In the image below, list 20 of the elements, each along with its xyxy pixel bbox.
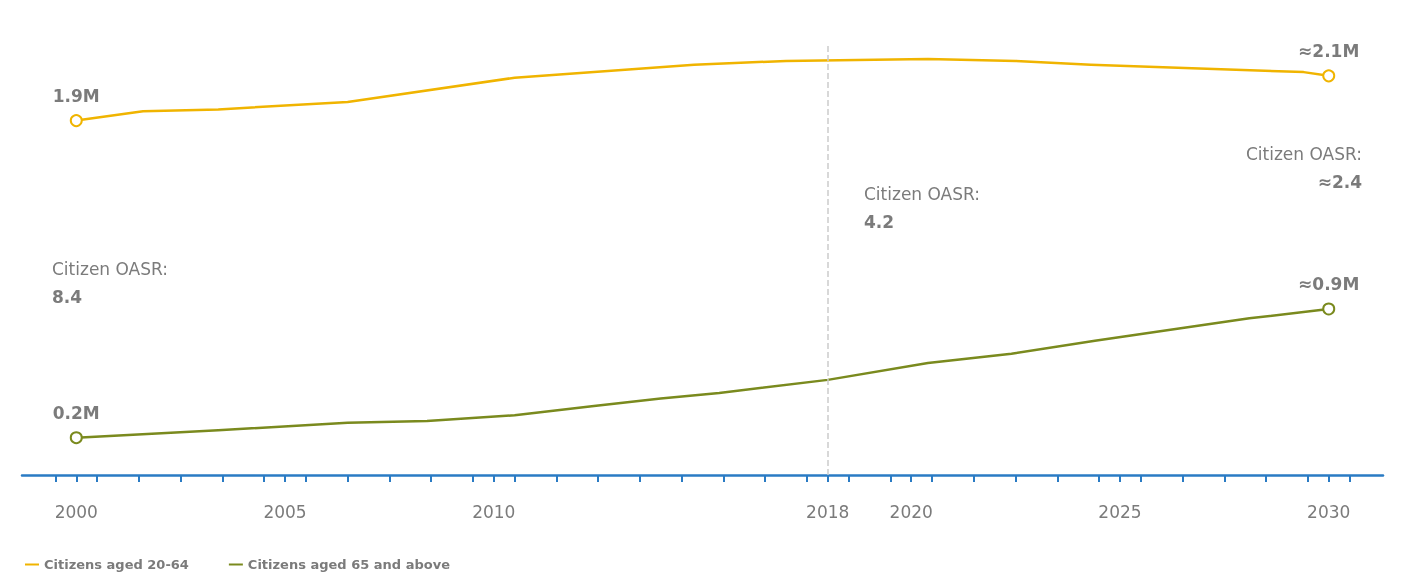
x-tick-label: 2010 [472, 501, 516, 522]
point [69, 431, 83, 445]
x-tick-label: 2005 [263, 501, 307, 522]
annotation: Citizen OASR: ≈2.4 [1245, 144, 1363, 192]
data-label: 1.9M [52, 85, 100, 106]
x-tick-label: 2000 [54, 501, 98, 522]
x-tick-label: 2020 [889, 501, 933, 522]
x-tick-label: 2018 [806, 501, 850, 522]
point [69, 114, 83, 128]
annotation: Citizen OASR: 4.2 [864, 184, 981, 232]
x-tick-label: 2030 [1307, 501, 1351, 522]
legend-label: Citizens aged 20-64 [44, 557, 189, 572]
legend-label: Citizens aged 65 and above [247, 557, 451, 572]
data-label: ≈0.9M [1298, 274, 1360, 294]
point [1322, 69, 1336, 83]
annotation: Citizen OASR: 8.4 [52, 259, 169, 307]
data-label: 0.2M [52, 402, 100, 423]
point [1322, 302, 1336, 316]
x-tick-label: 2025 [1098, 501, 1142, 522]
data-label: ≈2.1M [1298, 40, 1360, 61]
